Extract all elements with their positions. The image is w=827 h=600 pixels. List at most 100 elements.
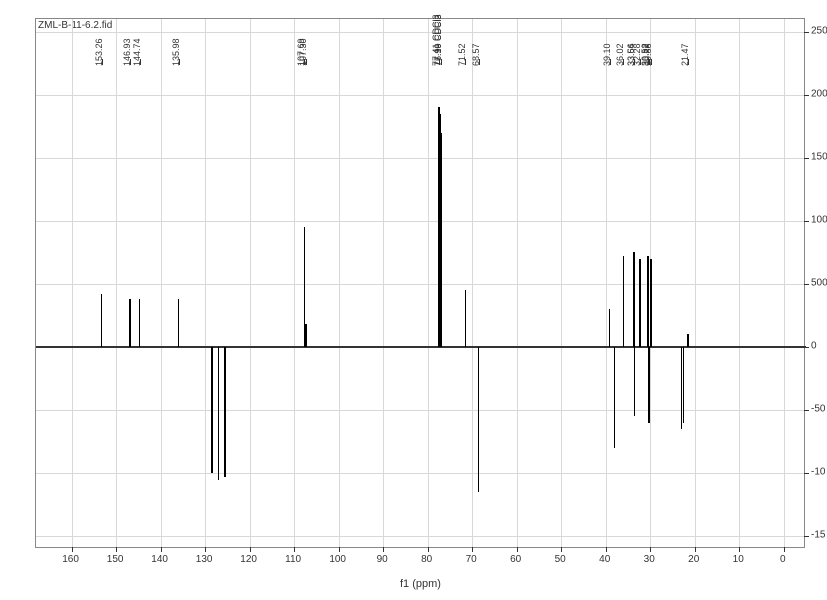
- peak-label: 144.74: [132, 38, 142, 66]
- gridline-v: [72, 19, 73, 547]
- ytick-label: 200: [811, 88, 827, 99]
- xtick-label: 30: [644, 554, 655, 565]
- xtick-mark: [116, 547, 117, 552]
- xtick-mark: [250, 547, 251, 552]
- xtick-label: 20: [688, 554, 699, 565]
- gridline-h: [36, 473, 804, 474]
- ytick-label: 500: [811, 278, 827, 289]
- ytick-mark: [804, 32, 809, 33]
- peak-label: 71.52: [457, 43, 467, 66]
- xtick-mark: [428, 547, 429, 552]
- gridline-h: [36, 158, 804, 159]
- xtick-label: 40: [599, 554, 610, 565]
- ytick-label: -50: [811, 404, 825, 415]
- gridline-h: [36, 410, 804, 411]
- peak-label: 76.99 CDCl3: [433, 14, 443, 66]
- xtick-mark: [784, 547, 785, 552]
- gridline-v: [383, 19, 384, 547]
- xtick-label: 130: [196, 554, 213, 565]
- peak: [614, 347, 616, 448]
- gridline-v: [116, 19, 117, 547]
- ytick-label: 150: [811, 151, 827, 162]
- peak: [647, 256, 649, 347]
- peak: [639, 259, 641, 347]
- nmr-container: ZML-B-11-6.2.fid f1 (ppm) 16015014013012…: [0, 0, 827, 600]
- peak: [634, 347, 636, 416]
- xtick-mark: [383, 547, 384, 552]
- xtick-label: 140: [151, 554, 168, 565]
- peak-label: 153.26: [94, 38, 104, 66]
- gridline-v: [205, 19, 206, 547]
- ytick-mark: [804, 536, 809, 537]
- peak: [465, 290, 467, 347]
- gridline-v: [739, 19, 740, 547]
- gridline-h: [36, 95, 804, 96]
- peak-label: 68.57: [471, 43, 481, 66]
- xtick-label: 150: [107, 554, 124, 565]
- gridline-v: [695, 19, 696, 547]
- xtick-label: 70: [466, 554, 477, 565]
- ytick-mark: [804, 473, 809, 474]
- xtick-mark: [606, 547, 607, 552]
- peak-label: 29.88: [643, 43, 653, 66]
- baseline: [36, 346, 806, 348]
- peak: [683, 347, 685, 423]
- ytick-mark: [804, 284, 809, 285]
- x-axis-label: f1 (ppm): [400, 578, 441, 590]
- gridline-v: [250, 19, 251, 547]
- peak: [440, 133, 442, 348]
- gridline-h: [36, 284, 804, 285]
- gridline-v: [294, 19, 295, 547]
- xtick-label: 100: [329, 554, 346, 565]
- xtick-label: 90: [377, 554, 388, 565]
- peak: [178, 299, 180, 347]
- xtick-label: 10: [733, 554, 744, 565]
- ytick-label: 0: [811, 341, 817, 352]
- peak: [129, 299, 131, 347]
- gridline-v: [561, 19, 562, 547]
- peak-label: 36.02: [615, 43, 625, 66]
- plot-area: [35, 18, 805, 548]
- peak: [648, 347, 650, 423]
- xtick-mark: [561, 547, 562, 552]
- xtick-mark: [161, 547, 162, 552]
- ytick-label: -10: [811, 467, 825, 478]
- peak: [139, 299, 141, 347]
- gridline-v: [472, 19, 473, 547]
- peak-label: 146.93: [122, 38, 132, 66]
- xtick-mark: [339, 547, 340, 552]
- peak-label: 135.98: [171, 38, 181, 66]
- xtick-mark: [72, 547, 73, 552]
- xtick-mark: [695, 547, 696, 552]
- gridline-v: [784, 19, 785, 547]
- ytick-mark: [804, 410, 809, 411]
- ytick-mark: [804, 158, 809, 159]
- xtick-mark: [650, 547, 651, 552]
- peak: [623, 256, 625, 347]
- peak-label: 21.47: [680, 43, 690, 66]
- gridline-h: [36, 536, 804, 537]
- peak-label: 39.10: [602, 43, 612, 66]
- peak: [687, 334, 689, 347]
- xtick-mark: [294, 547, 295, 552]
- gridline-h: [36, 32, 804, 33]
- gridline-h: [36, 221, 804, 222]
- ytick-mark: [804, 221, 809, 222]
- gridline-v: [517, 19, 518, 547]
- peak: [609, 309, 611, 347]
- xtick-mark: [517, 547, 518, 552]
- gridline-v: [339, 19, 340, 547]
- xtick-label: 60: [510, 554, 521, 565]
- ytick-label: -15: [811, 530, 825, 541]
- peak: [305, 324, 307, 347]
- peak: [478, 347, 480, 492]
- xtick-label: 50: [555, 554, 566, 565]
- xtick-label: 110: [285, 554, 301, 565]
- ytick-mark: [804, 95, 809, 96]
- gridline-v: [428, 19, 429, 547]
- peak: [224, 347, 226, 477]
- xtick-label: 120: [240, 554, 257, 565]
- peak: [218, 347, 220, 480]
- gridline-v: [161, 19, 162, 547]
- peak: [211, 347, 213, 473]
